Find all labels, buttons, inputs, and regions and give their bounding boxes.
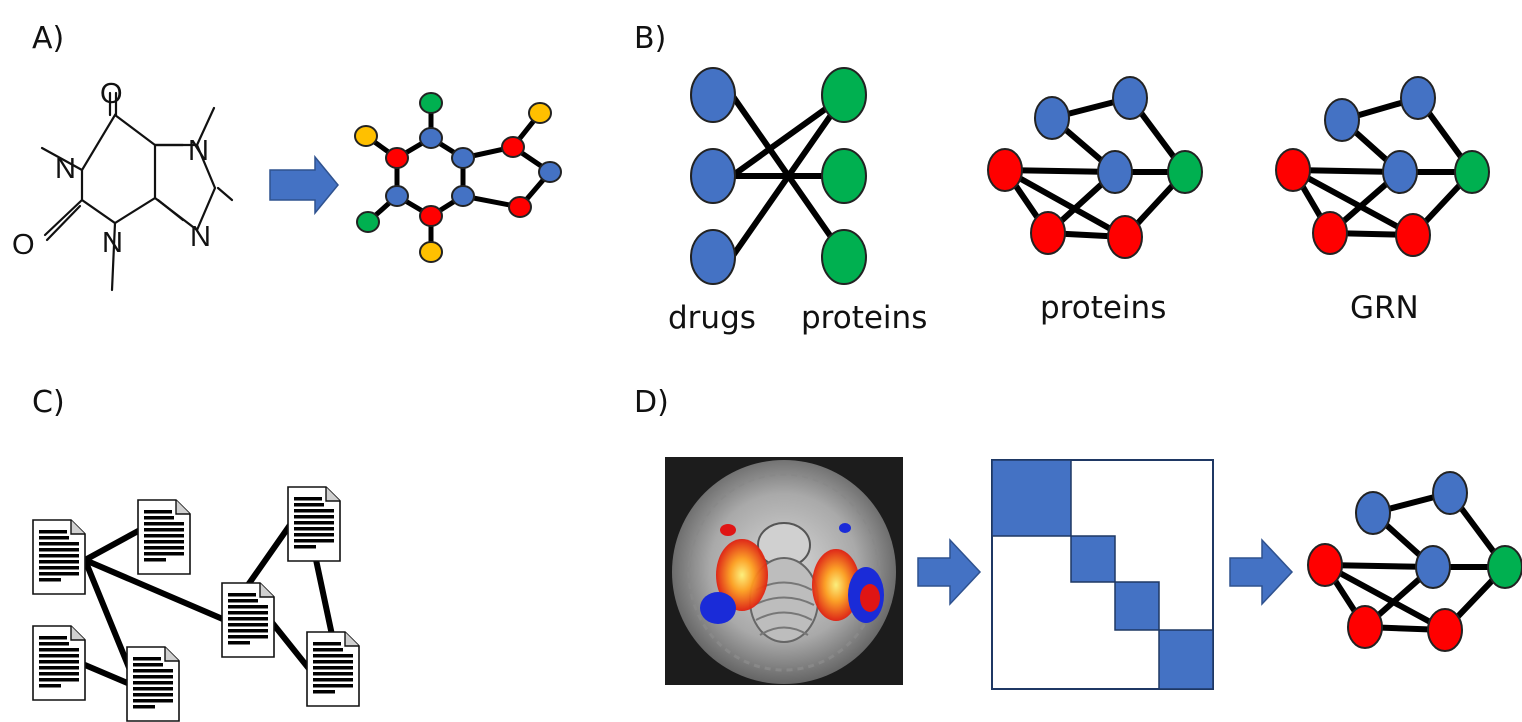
graph-node — [1112, 76, 1148, 120]
panel-b-label: B) — [634, 21, 666, 56]
drug-node — [690, 229, 736, 285]
document-icon — [126, 646, 180, 722]
graph-node — [538, 161, 562, 183]
atom-o-top: O — [100, 78, 123, 110]
graph-node — [356, 211, 380, 233]
bipartite-graph — [690, 67, 867, 285]
document-icon — [221, 582, 275, 658]
caption-proteins-network: proteins — [1040, 290, 1166, 326]
brain-mri-image — [665, 457, 903, 685]
graph-node — [1432, 471, 1468, 515]
graph-node — [1400, 76, 1436, 120]
atom-n-left: N — [55, 153, 76, 185]
graph-node — [1275, 148, 1311, 192]
graph-node — [508, 196, 532, 218]
document-icon — [306, 631, 360, 707]
graph-node — [1454, 150, 1490, 194]
document-icon — [32, 625, 86, 701]
protein-node — [821, 148, 867, 204]
panel-d: D) — [634, 385, 1522, 690]
matrix-block — [991, 459, 1072, 537]
graph-node — [528, 102, 552, 124]
graph-node — [419, 92, 443, 114]
panel-c: C) — [32, 385, 360, 722]
protein-node — [821, 67, 867, 123]
atom-n-bottom-right: N — [190, 221, 211, 253]
graph-node — [419, 127, 443, 149]
graph-node — [1312, 211, 1348, 255]
graph-node — [1107, 215, 1143, 259]
graph-node — [1395, 213, 1431, 257]
drug-node — [690, 67, 736, 123]
graph-node — [1030, 211, 1066, 255]
panel-d-label: D) — [634, 385, 669, 420]
graph-node — [1167, 150, 1203, 194]
matrix-block — [1070, 535, 1116, 583]
protein-network — [987, 76, 1203, 259]
arrow-right-icon — [269, 154, 339, 216]
caption-proteins-bipartite: proteins — [801, 300, 927, 336]
graph-node — [1382, 150, 1418, 194]
graph-node — [1347, 605, 1383, 649]
document-icon — [32, 519, 86, 595]
graph-node — [419, 205, 443, 227]
graph-node — [1415, 545, 1451, 589]
drug-node — [690, 148, 736, 204]
atom-n-top-right: N — [188, 135, 209, 167]
graph-node — [1487, 545, 1522, 589]
atom-n-bottom: N — [102, 227, 123, 259]
graph-node — [501, 136, 525, 158]
molecule-graph — [354, 92, 562, 263]
adjacency-matrix — [991, 459, 1214, 690]
brain-network — [1307, 471, 1522, 652]
document-icon — [287, 486, 341, 562]
panel-c-label: C) — [32, 385, 65, 420]
graph-node — [385, 185, 409, 207]
graph-node — [1097, 150, 1133, 194]
panel-a-label: A) — [32, 21, 64, 56]
graph-node — [385, 147, 409, 169]
caffeine-structure: O N N O N N — [12, 78, 234, 292]
graph-node — [451, 185, 475, 207]
graph-node — [1427, 608, 1463, 652]
matrix-block — [1158, 629, 1214, 690]
graph-node — [1355, 491, 1391, 535]
graph-node — [987, 148, 1023, 192]
caption-drugs: drugs — [668, 300, 756, 336]
graph-node — [1307, 543, 1343, 587]
panel-b: B) drugs proteins — [634, 21, 1490, 336]
arrow-right-icon — [1229, 538, 1294, 606]
graph-node — [1324, 98, 1360, 142]
document-icon — [137, 499, 191, 575]
atom-o-bottom: O — [12, 229, 35, 261]
panel-a: A) O N N O N N — [12, 21, 562, 292]
caption-grn: GRN — [1350, 290, 1419, 326]
graph-node — [419, 241, 443, 263]
arrow-right-icon — [917, 538, 982, 606]
graph-node — [451, 147, 475, 169]
graph-node — [1034, 96, 1070, 140]
protein-node — [821, 229, 867, 285]
graph-node — [354, 125, 378, 147]
grn-network — [1275, 76, 1490, 257]
matrix-block — [1114, 581, 1160, 631]
